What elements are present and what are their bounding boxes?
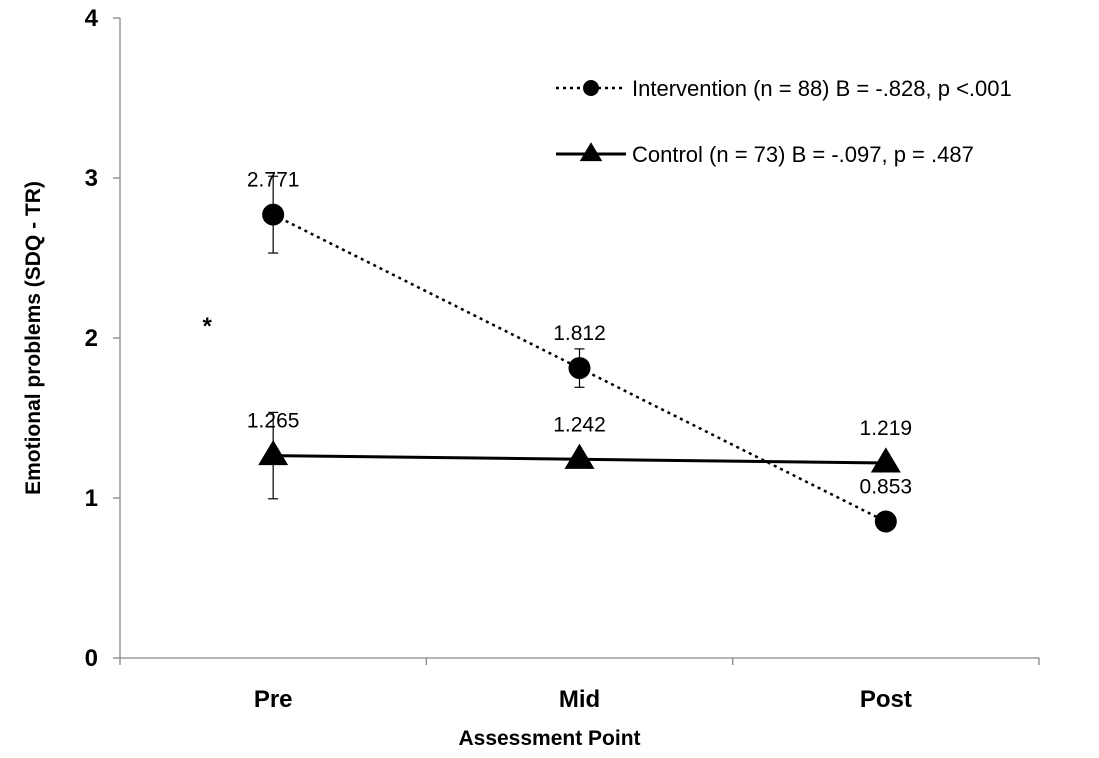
legend-item-control: Control (n = 73) B = -.097, p = .487 <box>556 142 974 167</box>
data-point <box>874 510 897 533</box>
x-tick-label: Post <box>860 686 912 713</box>
legend: Intervention (n = 88) B = -.828, p <.001… <box>556 76 1012 167</box>
y-tick-label: 4 <box>85 5 99 32</box>
data-label: 1.265 <box>247 410 300 433</box>
legend-label: Control (n = 73) B = -.097, p = .487 <box>632 142 974 167</box>
series-layer: 2.771 1.812 0.853 1.265 1.242 1.219 <box>247 169 912 533</box>
data-point <box>258 439 289 466</box>
data-point <box>870 447 901 473</box>
y-tick-label: 3 <box>85 165 98 192</box>
data-point <box>564 443 595 469</box>
series-line <box>272 213 887 523</box>
y-axis-title: Emotional problems (SDQ - TR) <box>22 181 45 495</box>
significance-annotation: * <box>202 313 212 340</box>
y-tick-label: 1 <box>85 485 98 512</box>
legend-label: Intervention (n = 88) B = -.828, p <.001 <box>632 76 1012 101</box>
x-tick-label: Mid <box>559 686 600 713</box>
x-axis-title: Assessment Point <box>458 727 640 750</box>
data-point <box>568 357 591 380</box>
data-label: 0.853 <box>860 476 913 499</box>
y-tick-label: 0 <box>85 645 98 672</box>
data-point <box>262 203 285 226</box>
legend-marker <box>583 80 599 96</box>
data-label: 1.242 <box>553 413 606 436</box>
x-axis-ticks: Pre Mid Post <box>119 658 1040 713</box>
series-intervention: 2.771 1.812 0.853 <box>247 169 912 533</box>
legend-marker <box>579 142 603 162</box>
legend-item-intervention: Intervention (n = 88) B = -.828, p <.001 <box>556 76 1012 101</box>
x-tick-label: Pre <box>254 686 293 713</box>
data-label: 2.771 <box>247 169 300 192</box>
y-axis-ticks: 0 1 2 3 4 <box>85 5 120 672</box>
series-control: 1.265 1.242 1.219 <box>247 410 913 500</box>
y-tick-label: 2 <box>85 325 98 352</box>
data-label: 1.219 <box>860 417 913 440</box>
data-label: 1.812 <box>553 322 606 345</box>
